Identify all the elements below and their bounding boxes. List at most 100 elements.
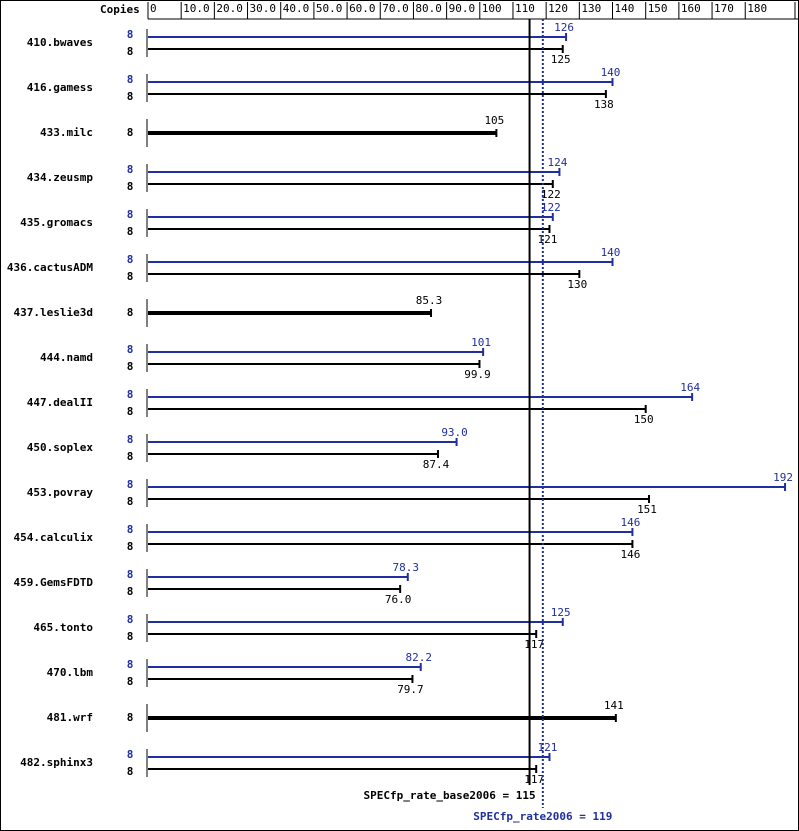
copies-label: 8 (127, 253, 134, 266)
x-tick-label: 150 (648, 2, 668, 15)
x-tick-label: 130 (581, 2, 601, 15)
value-label: 87.4 (423, 458, 450, 471)
category-label: 481.wrf (47, 711, 93, 724)
value-label: 140 (601, 66, 621, 79)
value-label: 140 (601, 246, 621, 259)
category-label: 410.bwaves (27, 36, 93, 49)
category-label: 434.zeusmp (27, 171, 94, 184)
header: Copies (100, 3, 140, 16)
copies-label: 8 (127, 711, 134, 724)
x-tick-label: 160 (681, 2, 701, 15)
copies-label: 8 (127, 568, 134, 581)
copies-label: 8 (127, 343, 134, 356)
x-tick-label: 80.0 (415, 2, 442, 15)
x-tick-label: 20.0 (216, 2, 243, 15)
value-label: 117 (524, 638, 544, 651)
copies-label: 8 (127, 126, 134, 139)
copies-label: 8 (127, 306, 134, 319)
x-tick-label: 50.0 (316, 2, 343, 15)
value-label: 192 (773, 471, 793, 484)
x-tick-label: 90.0 (449, 2, 476, 15)
x-tick-label: 195 (797, 2, 799, 15)
category-label: 444.namd (40, 351, 93, 364)
copies-label: 8 (127, 28, 134, 41)
value-label: 151 (637, 503, 657, 516)
value-label: 130 (567, 278, 587, 291)
value-label: 117 (524, 773, 544, 786)
x-tick-label: 10.0 (183, 2, 210, 15)
copies-label: 8 (127, 163, 134, 176)
category-label: 435.gromacs (20, 216, 93, 229)
value-label: 76.0 (385, 593, 412, 606)
category-label: 482.sphinx3 (20, 756, 93, 769)
x-tick-label: 100 (482, 2, 502, 15)
x-tick-label: 170 (714, 2, 734, 15)
value-label: 125 (551, 53, 571, 66)
value-label: 82.2 (405, 651, 432, 664)
copies-label: 8 (127, 495, 134, 508)
value-label: 122 (541, 188, 561, 201)
x-tick-label: 30.0 (250, 2, 276, 15)
copies-label: 8 (127, 360, 134, 373)
copies-label: 8 (127, 630, 134, 643)
value-label: 93.0 (441, 426, 468, 439)
value-label: 101 (471, 336, 491, 349)
copies-label: 8 (127, 73, 134, 86)
value-label: 164 (680, 381, 700, 394)
copies-label: 8 (127, 748, 134, 761)
category-label: 433.milc (40, 126, 93, 139)
copies-label: 8 (127, 388, 134, 401)
x-tick-label: 180 (747, 2, 767, 15)
x-tick-label: 0 (150, 2, 157, 15)
x-tick-label: 120 (548, 2, 568, 15)
x-tick-label: 140 (615, 2, 635, 15)
category-label: 447.dealII (27, 396, 93, 409)
copies-label: 8 (127, 478, 134, 491)
copies-label: 8 (127, 540, 134, 553)
copies-label: 8 (127, 613, 134, 626)
category-label: 436.cactusADM (7, 261, 93, 274)
category-label: 416.gamess (27, 81, 93, 94)
value-label: 125 (551, 606, 571, 619)
value-label: 138 (594, 98, 614, 111)
value-label: 79.7 (397, 683, 424, 696)
copies-label: 8 (127, 433, 134, 446)
category-label: 437.leslie3d (14, 306, 93, 319)
category-label: 470.lbm (47, 666, 94, 679)
copies-label: 8 (127, 765, 134, 778)
reference-label: SPECfp_rate2006 = 119 (473, 810, 612, 823)
category-label: 459.GemsFDTD (14, 576, 94, 589)
x-tick-label: 110 (515, 2, 535, 15)
category-label: 450.soplex (27, 441, 94, 454)
copies-label: 8 (127, 180, 134, 193)
value-label: 105 (484, 114, 504, 127)
value-label: 99.9 (464, 368, 491, 381)
value-label: 122 (541, 201, 561, 214)
copies-label: 8 (127, 90, 134, 103)
copies-label: 8 (127, 523, 134, 536)
category-label: 465.tonto (33, 621, 93, 634)
copies-label: 8 (127, 208, 134, 221)
copies-label: 8 (127, 225, 134, 238)
value-label: 85.3 (416, 294, 443, 307)
x-tick-label: 40.0 (283, 2, 310, 15)
value-label: 78.3 (393, 561, 420, 574)
copies-label: 8 (127, 675, 134, 688)
category-label: 453.povray (27, 486, 94, 499)
copies-label: 8 (127, 585, 134, 598)
copies-label: 8 (127, 658, 134, 671)
value-label: 146 (620, 516, 640, 529)
copies-label: 8 (127, 405, 134, 418)
reference-label: SPECfp_rate_base2006 = 115 (363, 789, 535, 802)
copies-label: 8 (127, 450, 134, 463)
value-label: 146 (620, 548, 640, 561)
category-label: 454.calculix (14, 531, 94, 544)
x-tick-label: 60.0 (349, 2, 376, 15)
copies-label: 8 (127, 270, 134, 283)
value-label: 124 (547, 156, 567, 169)
copies-label: 8 (127, 45, 134, 58)
value-label: 121 (538, 741, 558, 754)
